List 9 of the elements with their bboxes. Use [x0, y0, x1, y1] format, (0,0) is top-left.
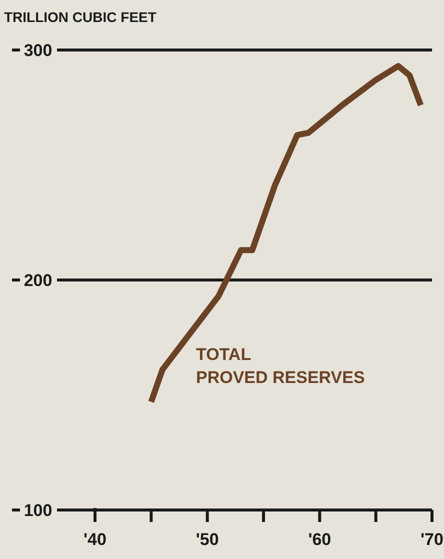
y-tick-label: 300 [24, 40, 52, 60]
x-tick-label: '40 [84, 530, 106, 549]
annotation: TOTAL PROVED RESERVES [196, 345, 365, 387]
x-tick-label: '50 [196, 530, 219, 549]
x-tick-label: '70 [420, 530, 444, 549]
y-axis-title: TRILLION CUBIC FEET [4, 9, 157, 25]
x-tick-label: '60 [308, 530, 332, 549]
y-tick-label: 100 [24, 500, 52, 520]
y-tick-label: 200 [24, 270, 52, 290]
